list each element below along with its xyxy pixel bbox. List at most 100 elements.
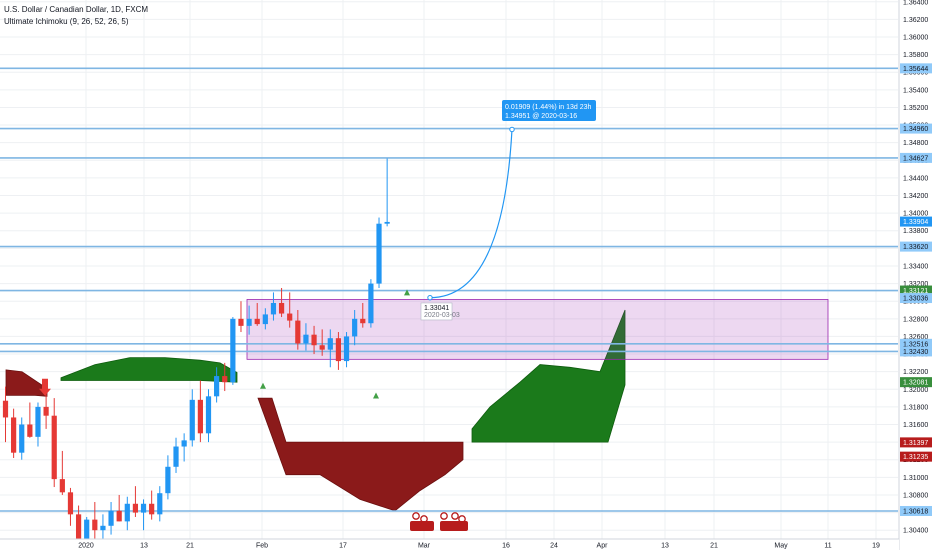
time-axis[interactable]: [0, 539, 899, 550]
time-tick-label: 16: [502, 543, 510, 550]
price-label-text: 1.35644: [903, 66, 928, 73]
projection-label-main: 0.01909 (1.44%) in 13d 23h: [505, 104, 592, 111]
time-tick-label: 19: [872, 543, 880, 550]
time-tick-label: Feb: [256, 543, 268, 550]
price-tick-label: 1.33400: [903, 263, 928, 270]
price-label-tag: [900, 63, 932, 74]
price-tick-label: 1.34200: [903, 193, 928, 200]
candle-body: [2, 400, 9, 418]
economic-event-badge[interactable]: [440, 521, 468, 531]
economic-event-icon[interactable]: [451, 512, 459, 520]
candle-body: [335, 338, 342, 362]
candle-body: [230, 318, 236, 383]
price-label-text: 1.33121: [903, 288, 928, 295]
economic-event-icon[interactable]: [440, 512, 448, 520]
price-tick-label: 1.33800: [903, 228, 928, 235]
buy-signal-marker: [260, 382, 266, 389]
price-tick-label: 1.34800: [903, 140, 928, 147]
ichimoku-cloud-bearish-future: [257, 397, 464, 512]
price-tick-label: 1.35400: [903, 87, 928, 94]
price-label-tag: [900, 285, 932, 296]
time-tick-label: 13: [661, 543, 669, 550]
candle-body: [238, 318, 244, 326]
price-tick-label: 1.32600: [903, 334, 928, 341]
candle-body: [278, 302, 285, 314]
candle-body: [100, 525, 106, 531]
point-label-box: [420, 302, 453, 321]
candle-body: [343, 336, 350, 362]
time-tick-label: 13: [140, 543, 148, 550]
candle-body: [262, 314, 268, 325]
candle-body: [254, 318, 260, 325]
price-tick-label: 1.31800: [903, 404, 928, 411]
price-axis[interactable]: [899, 0, 932, 550]
buy-signal-marker: [404, 289, 410, 296]
price-label-text: 1.32516: [903, 341, 928, 348]
candle-body: [19, 424, 25, 453]
candle-body: [214, 376, 220, 397]
candle-body: [84, 519, 90, 544]
price-label-tag: [900, 293, 932, 304]
candle-body: [181, 440, 187, 447]
price-tick-label: 1.35200: [903, 105, 928, 112]
candle-body: [51, 415, 57, 480]
ichimoku-cloud-bullish: [60, 357, 238, 383]
candle-body: [59, 479, 65, 493]
candle-body: [140, 503, 147, 513]
price-tick-label: 1.34000: [903, 211, 928, 218]
candle-body: [368, 283, 374, 324]
candle-body: [270, 302, 277, 315]
time-tick-label: 24: [550, 543, 558, 550]
price-tick-label: 1.31600: [903, 422, 928, 429]
price-label-text: 1.31397: [903, 440, 928, 447]
price-label-tag: [900, 451, 932, 462]
time-tick-label: May: [774, 543, 788, 550]
projection-curve[interactable]: [429, 129, 513, 299]
candle-body: [149, 503, 155, 515]
price-tick-label: 1.32200: [903, 369, 928, 376]
candle-body: [384, 221, 390, 224]
candle-body: [108, 510, 114, 526]
price-label-text: 1.32081: [903, 380, 928, 387]
economic-event-badge[interactable]: [410, 521, 434, 531]
projection-label-box: [502, 100, 596, 121]
point-label-date: 2020-03-03: [424, 312, 460, 319]
candle-body: [27, 424, 33, 437]
price-tick-label: 1.36000: [903, 34, 928, 41]
price-tick-label: 1.32000: [903, 387, 928, 394]
projection-label-sub: 1.34951 @ 2020-03-16: [505, 113, 577, 120]
candle-body: [327, 338, 333, 350]
point-label-value: 1.33041: [424, 305, 449, 312]
candle-body: [116, 510, 122, 522]
ichimoku-cloud-bullish-future: [471, 309, 626, 443]
price-label-tag: [900, 505, 932, 516]
time-tick-label: Mar: [418, 543, 431, 550]
candle-body: [352, 318, 358, 337]
legend: U.S. Dollar / Canadian Dollar, 1D, FXCM …: [4, 4, 148, 28]
ichimoku-cloud-bearish: [5, 369, 48, 397]
candle-body: [311, 334, 317, 346]
candle-body: [75, 514, 82, 544]
price-tick-label: 1.30800: [903, 492, 928, 499]
candle-body: [303, 334, 309, 344]
consolidation-zone[interactable]: [246, 299, 829, 360]
price-tick-label: 1.36200: [903, 17, 928, 24]
economic-event-icon[interactable]: [412, 512, 420, 520]
projection-end-handle[interactable]: [509, 126, 515, 133]
candle-body: [173, 446, 179, 467]
price-label-text: 1.32430: [903, 349, 928, 356]
candle-body: [157, 493, 163, 515]
price-label-tag: [900, 241, 932, 252]
price-label-text: 1.33620: [903, 244, 928, 251]
candle-body: [43, 406, 49, 416]
price-tick-label: 1.32800: [903, 316, 928, 323]
candle-body: [165, 466, 171, 494]
time-tick-label: 21: [710, 543, 718, 550]
price-label-tag: [900, 152, 932, 163]
price-label-text: 1.34960: [903, 126, 928, 133]
price-label-tag: [900, 437, 932, 448]
projection-start-handle[interactable]: [427, 294, 433, 301]
candle-body: [132, 503, 139, 513]
